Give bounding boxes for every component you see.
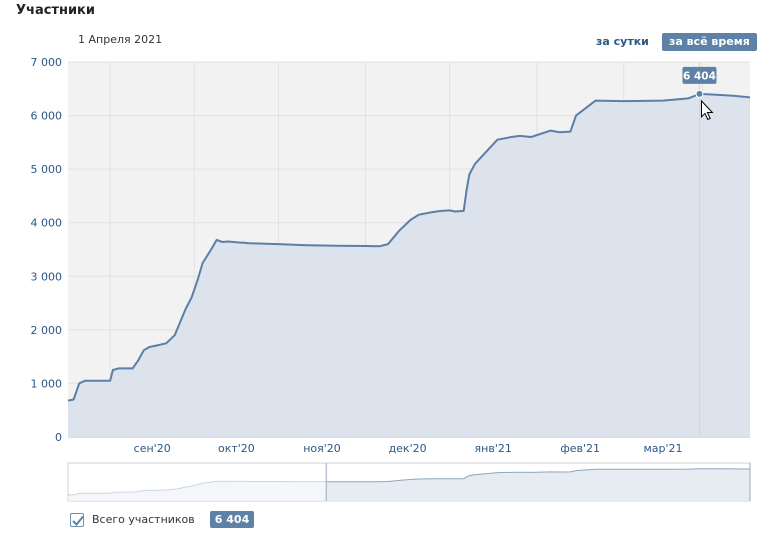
highlight-point[interactable] [695,89,704,98]
legend-label: Всего участников [92,513,195,526]
x-tick-label: ноя'20 [303,442,341,455]
page-title: Участники [16,3,95,18]
checkmark-icon [72,515,84,526]
y-tick-label: 0 [55,431,62,444]
x-tick-label: окт'20 [218,442,255,455]
x-tick-label: янв'21 [475,442,512,455]
y-tick-label: 6 000 [31,110,63,123]
y-tick-label: 4 000 [31,217,63,230]
period-day-button[interactable]: за сутки [596,35,649,48]
legend: Всего участников 6 404 [70,511,255,528]
x-tick-label: дек'20 [389,442,427,455]
legend-checkbox[interactable] [70,512,84,527]
navigator-mask [68,463,327,501]
series-area [68,93,750,438]
legend-value-badge: 6 404 [209,511,255,528]
cursor-icon [700,99,714,121]
y-tick-label: 2 000 [31,324,63,337]
x-tick-label: фев'21 [560,442,600,455]
x-tick-label: мар'21 [643,442,682,455]
period-all-button[interactable]: за всё время [662,33,757,51]
tooltip-value: 6 404 [683,70,716,82]
y-tick-label: 1 000 [31,377,63,390]
series-line [67,92,751,402]
y-tick-label: 5 000 [31,163,63,176]
y-tick-label: 3 000 [31,270,63,283]
x-tick-label: сен'20 [134,442,171,455]
y-tick-label: 7 000 [31,56,63,69]
date-label: 1 Апреля 2021 [78,33,163,46]
tooltip-box [682,66,717,84]
